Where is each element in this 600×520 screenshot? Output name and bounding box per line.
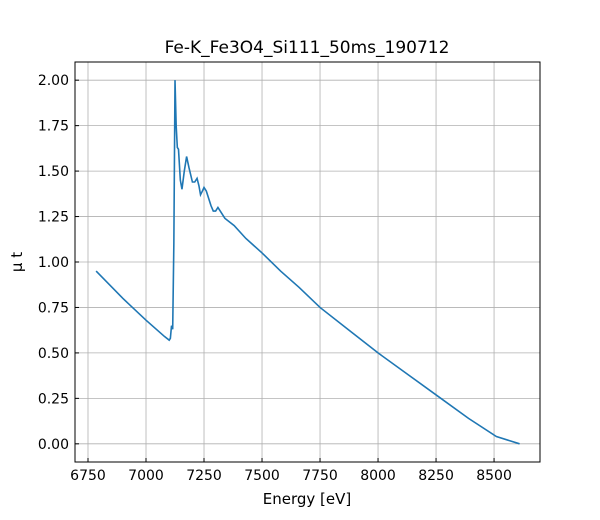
plot-frame: [74, 61, 541, 463]
y-tick-label: 0.00: [38, 437, 69, 453]
y-tick-label: 1.75: [38, 119, 69, 135]
y-tick-label: 1.25: [38, 210, 69, 226]
x-tick-label: 8500: [476, 468, 512, 484]
y-tick-label: 0.25: [38, 391, 69, 407]
x-tick-label: 7500: [244, 468, 280, 484]
chart-title: Fe-K_Fe3O4_Si111_50ms_190712: [165, 38, 450, 58]
y-tick-label: 1.00: [38, 255, 69, 271]
x-tick-label: 8000: [360, 468, 396, 484]
x-tick-label: 7000: [128, 468, 164, 484]
x-tick-label: 7250: [186, 468, 222, 484]
data-line: [95, 80, 520, 445]
y-axis-label: μ t: [8, 252, 26, 272]
y-tick-label: 0.50: [38, 346, 69, 362]
y-tick-label: 1.50: [38, 164, 69, 180]
x-tick-label: 8250: [418, 468, 454, 484]
x-axis-label: Energy [eV]: [263, 490, 351, 508]
x-tick-label: 7750: [302, 468, 338, 484]
y-tick-label: 2.00: [38, 73, 69, 89]
x-tick-label: 6750: [70, 468, 106, 484]
y-tick-label: 0.75: [38, 300, 69, 316]
